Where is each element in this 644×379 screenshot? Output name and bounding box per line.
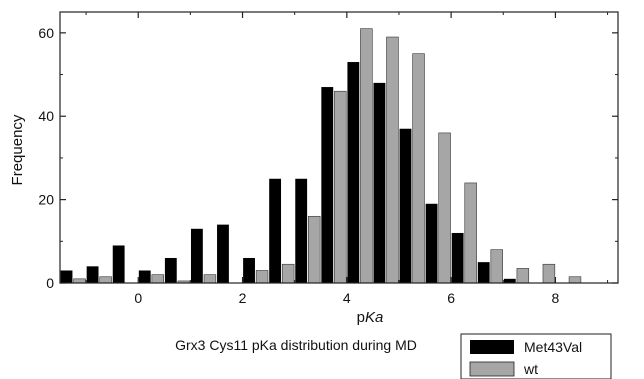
bar-met43val-10 (321, 87, 334, 283)
bar-met43val-4 (164, 257, 177, 283)
x-tick-label-2: 4 (343, 290, 351, 306)
legend: Met43Val wt (460, 333, 612, 379)
x-axis-title-prefix: p (357, 309, 365, 326)
bar-wt-8 (281, 263, 295, 284)
bar-met43val-1 (86, 266, 99, 283)
bar-wt-18 (542, 263, 556, 284)
y-tick-label-3: 60 (38, 25, 54, 41)
x-tick-label-4: 8 (552, 290, 560, 306)
x-tick-label-3: 6 (447, 290, 455, 306)
bar-wt-17 (516, 268, 530, 284)
bar-wt-9 (308, 215, 321, 284)
chart-caption: Grx3 Cys11 pKa distribution during MD (175, 337, 417, 353)
bar-met43val-9 (295, 178, 308, 283)
x-tick-label-1: 2 (239, 290, 247, 306)
bar-met43val-2 (112, 245, 125, 283)
bar-met43val-0 (60, 270, 73, 283)
bar-met43val-5 (190, 228, 203, 283)
bar-met43val-17 (503, 278, 516, 283)
y-tick-label-0: 0 (46, 275, 54, 291)
legend-label-wt: wt (523, 361, 538, 377)
bar-wt-0 (73, 278, 86, 284)
bar-met43val-12 (373, 82, 386, 283)
bar-wt-12 (386, 36, 399, 284)
bar-met43val-15 (451, 232, 464, 283)
bar-met43val-8 (269, 178, 282, 283)
legend-label-met43val: Met43Val (524, 339, 582, 355)
bar-wt-19 (568, 276, 582, 284)
bar-met43val-3 (138, 270, 151, 283)
legend-swatch-wt (469, 361, 515, 377)
legend-swatch-met43val (470, 340, 514, 354)
bar-met43val-6 (217, 224, 229, 283)
bar-wt-5 (203, 274, 217, 284)
y-axis: 0 20 40 60 (38, 25, 618, 291)
bars (60, 28, 582, 284)
bar-wt-13 (412, 53, 425, 284)
y-tick-label-1: 20 (38, 192, 54, 208)
bar-met43val-14 (425, 203, 438, 283)
bar-wt-15 (464, 182, 477, 284)
bar-wt-14 (438, 132, 451, 284)
bar-met43val-11 (347, 62, 360, 283)
bar-wt-11 (360, 28, 373, 284)
bar-wt-7 (255, 270, 269, 284)
x-axis: 0 2 4 6 8 (85, 12, 609, 306)
x-tick-label-0: 0 (134, 290, 142, 306)
bar-wt-3 (151, 274, 165, 284)
plot-frame (59, 11, 619, 284)
bar-wt-1 (99, 276, 112, 284)
x-axis-title-italic: Ka (365, 309, 383, 326)
bar-met43val-13 (399, 128, 412, 283)
y-axis-title: Frequency (9, 114, 26, 185)
bar-wt-16 (490, 249, 503, 284)
y-tick-label-2: 40 (38, 108, 54, 124)
bar-met43val-7 (243, 257, 255, 283)
bar-met43val-16 (477, 262, 490, 283)
bar-wt-10 (334, 90, 347, 284)
x-axis-title: pKa (357, 309, 384, 326)
